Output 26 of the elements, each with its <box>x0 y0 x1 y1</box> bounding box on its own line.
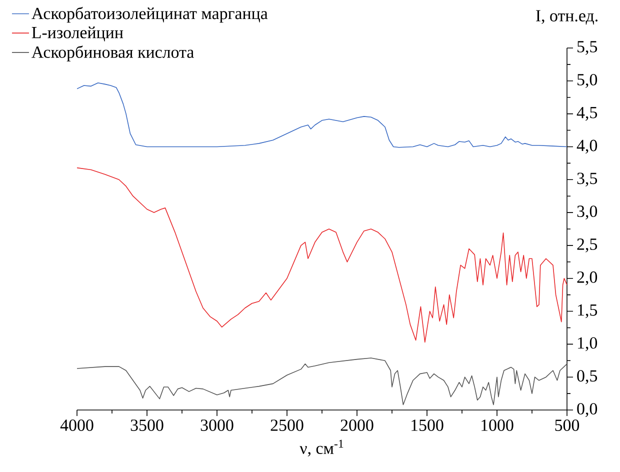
legend-label: L-изолейцин <box>32 26 124 42</box>
x-tick-label: 500 <box>555 420 580 431</box>
y-tick-label: 0,0 <box>577 403 598 417</box>
y-tick-label: 0,5 <box>577 370 598 384</box>
y-tick-label: 1,5 <box>578 304 598 318</box>
x-tick-label: 2000 <box>340 420 374 431</box>
y-tick-label: 4,0 <box>576 140 598 154</box>
x-tick-label: 4000 <box>60 420 94 431</box>
y-tick-label: 5,0 <box>578 74 598 88</box>
y-axis-title: I, отн.ед. <box>536 10 598 25</box>
y-tick-label: 1,0 <box>578 337 598 352</box>
x-axis-title: ν, см$^{-1}$ <box>300 440 344 456</box>
x-tick-label: 3500 <box>130 420 164 431</box>
y-tick-label: 5,5 <box>578 41 598 55</box>
y-tick-label: 3,0 <box>577 206 598 220</box>
y-tick-label: 2,0 <box>577 271 598 286</box>
y-tick-label: 4,5 <box>576 106 598 121</box>
legend-label: Аскорбиновая кислота <box>32 46 194 62</box>
line-series <box>76 358 567 406</box>
legend-label: Аскорбатоизолейцинат марганца <box>32 6 268 23</box>
x-tick-label: 2500 <box>270 420 304 431</box>
x-tick-label: 3000 <box>200 420 234 431</box>
x-tick-label: 1500 <box>412 420 444 431</box>
y-tick-label: 3,5 <box>577 172 598 187</box>
y-tick-label: 2,5 <box>577 238 598 252</box>
x-tick-label: 1000 <box>482 420 514 431</box>
